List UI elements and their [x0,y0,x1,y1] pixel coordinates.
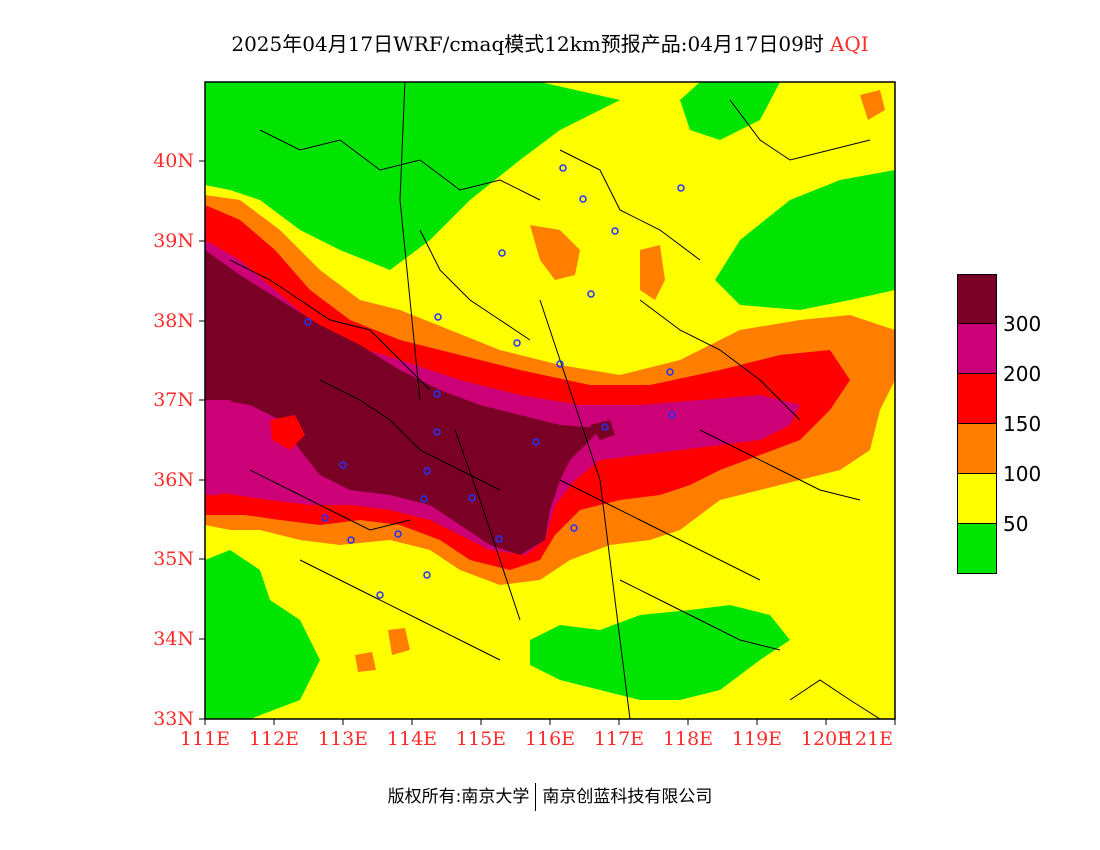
legend-swatch-150-200 [957,374,997,424]
city-marker [420,495,428,503]
city-marker [498,249,506,257]
title-main: 2025年04月17日WRF/cmaq模式12km预报产品:04月17日09时 [231,32,824,56]
patch-northeast [860,90,885,120]
city-markers [304,164,685,599]
city-marker [394,530,402,538]
lat-label-35n: 35N [153,548,194,570]
legend-swatch-200-300 [957,324,997,374]
map-title: 2025年04月17日WRF/cmaq模式12km预报产品:04月17日09时 A… [0,28,1100,57]
footer-divider [535,783,537,811]
city-marker [556,360,564,368]
patch-north-2 [640,245,665,300]
patch-west-red [270,415,305,450]
lat-label-36n: 36N [153,469,194,491]
lon-label-112e: 112E [248,728,300,750]
aqi-field [205,82,895,719]
lon-label-113e: 113E [317,728,369,750]
legend-tick-100: 100 [1003,462,1042,486]
company-name: 南京创蓝科技有限公司 [542,787,713,807]
city-marker [532,438,540,446]
region-good-south [530,605,790,700]
city-marker [513,339,521,347]
region-good-northeast [680,82,780,140]
city-marker [559,164,567,172]
legend-tick-200: 200 [1003,362,1042,386]
city-marker [611,227,619,235]
patch-south-1 [355,652,376,672]
lon-label-119e: 119E [731,728,783,750]
legend-swatch-above-300 [957,274,997,324]
city-marker [339,461,347,469]
city-marker [423,571,431,579]
legend-tick-150: 150 [1003,412,1042,436]
lon-label-115e: 115E [455,728,507,750]
lon-label-121e: 121E [842,728,894,750]
lon-label-116e: 116E [524,728,576,750]
lon-label-120e: 120E [800,728,852,750]
lat-label-34n: 34N [153,628,194,650]
lat-label-38n: 38N [153,310,194,332]
copyright-footer: 版权所有:南京大学 南京创蓝科技有限公司 [0,782,1100,811]
city-marker [433,428,441,436]
legend-swatch-0-50 [957,524,997,574]
lat-label-40n: 40N [153,150,194,172]
band-above-300 [205,250,600,555]
copyright-text: 版权所有:南京大学 [387,787,530,807]
city-marker [570,524,578,532]
city-marker [666,368,674,376]
region-good-north [205,82,620,270]
lat-label-37n: 37N [153,389,194,411]
city-marker [601,423,609,431]
city-marker [433,390,441,398]
city-marker [677,184,685,192]
city-marker [321,514,329,522]
region-good-east [715,170,895,310]
city-marker [434,313,442,321]
hotspot-east [590,420,615,440]
city-marker [668,411,676,419]
lon-label-117e: 117E [593,728,645,750]
patch-west-200-300 [205,400,255,495]
region-good-southwest [205,550,320,719]
legend-swatch-50-100 [957,474,997,524]
legend-tick-300: 300 [1003,312,1042,336]
legend-swatch-100-150 [957,424,997,474]
lat-label-33n: 33N [153,708,194,730]
boundary-lines [229,82,881,719]
legend-tick-50: 50 [1003,512,1029,536]
city-marker [468,494,476,502]
city-marker [347,536,355,544]
aqi-legend [957,274,997,574]
axis-ticks [199,160,896,725]
city-marker [304,318,312,326]
lon-label-118e: 118E [662,728,714,750]
city-marker [587,290,595,298]
patch-north-1 [530,225,580,280]
lon-label-111e: 111E [179,728,231,750]
title-product: AQI [829,32,869,56]
city-marker [376,591,384,599]
city-marker [495,535,503,543]
lon-label-114e: 114E [386,728,438,750]
lat-label-39n: 39N [153,230,194,252]
city-marker [579,195,587,203]
city-marker [423,467,431,475]
patch-south-2 [388,628,410,655]
